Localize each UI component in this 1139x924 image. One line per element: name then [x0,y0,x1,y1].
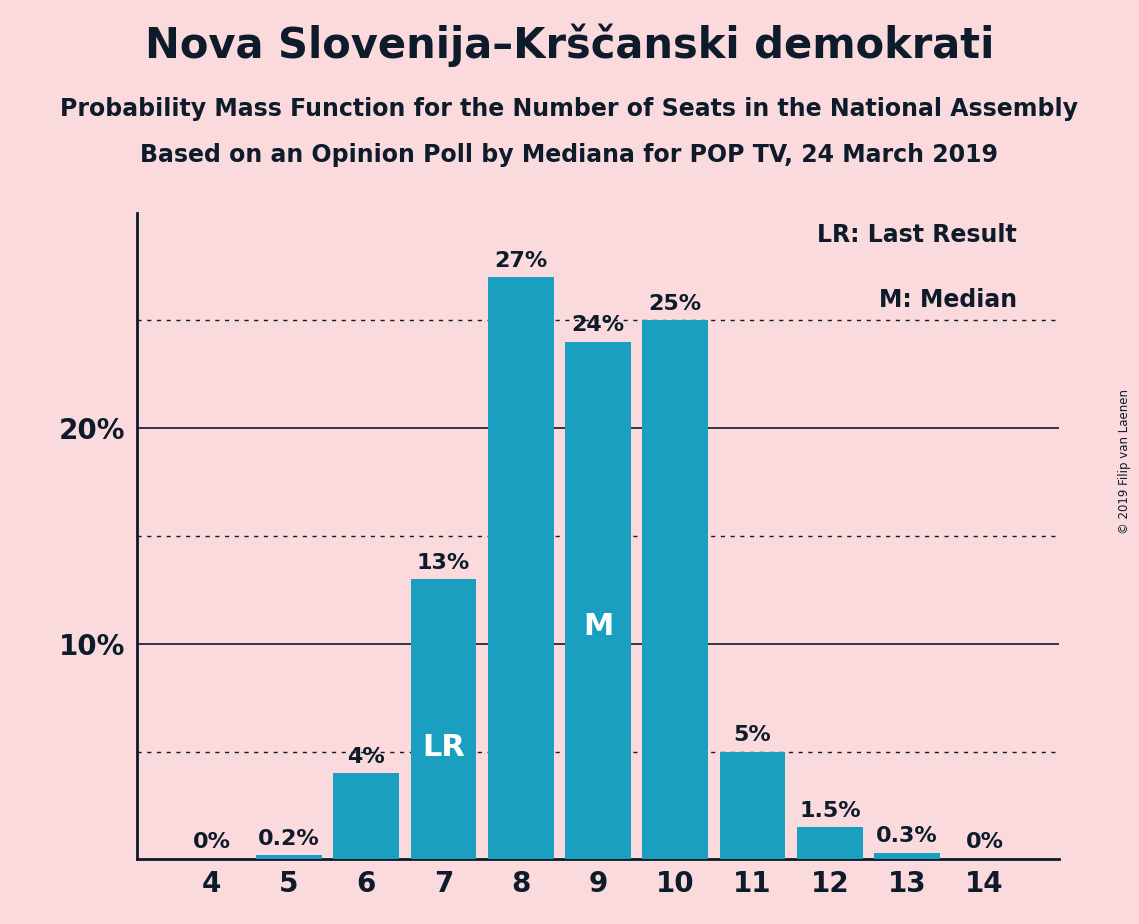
Text: 24%: 24% [572,315,624,335]
Text: 0.3%: 0.3% [876,826,939,846]
Bar [334,773,399,859]
Text: Nova Slovenija–Krščanski demokrati: Nova Slovenija–Krščanski demokrati [145,23,994,67]
Text: 4%: 4% [347,747,385,767]
Bar [565,342,631,859]
Bar [410,579,476,859]
Text: 27%: 27% [494,250,548,271]
Text: LR: LR [421,733,465,761]
Text: M: Median: M: Median [879,288,1017,312]
Text: LR: Last Result: LR: Last Result [817,224,1017,248]
Bar [642,321,708,859]
Text: M: M [583,612,613,641]
Text: 0.2%: 0.2% [257,829,320,848]
Text: Probability Mass Function for the Number of Seats in the National Assembly: Probability Mass Function for the Number… [60,97,1079,121]
Text: Based on an Opinion Poll by Mediana for POP TV, 24 March 2019: Based on an Opinion Poll by Mediana for … [140,143,999,167]
Text: 1.5%: 1.5% [800,800,861,821]
Text: 0%: 0% [966,832,1003,852]
Bar [487,277,554,859]
Bar [720,751,786,859]
Bar [256,855,321,859]
Text: © 2019 Filip van Laenen: © 2019 Filip van Laenen [1118,390,1131,534]
Text: 0%: 0% [192,832,230,852]
Bar [875,853,940,859]
Text: 13%: 13% [417,553,470,573]
Bar [797,827,862,859]
Text: 25%: 25% [649,294,702,314]
Text: 5%: 5% [734,725,771,745]
